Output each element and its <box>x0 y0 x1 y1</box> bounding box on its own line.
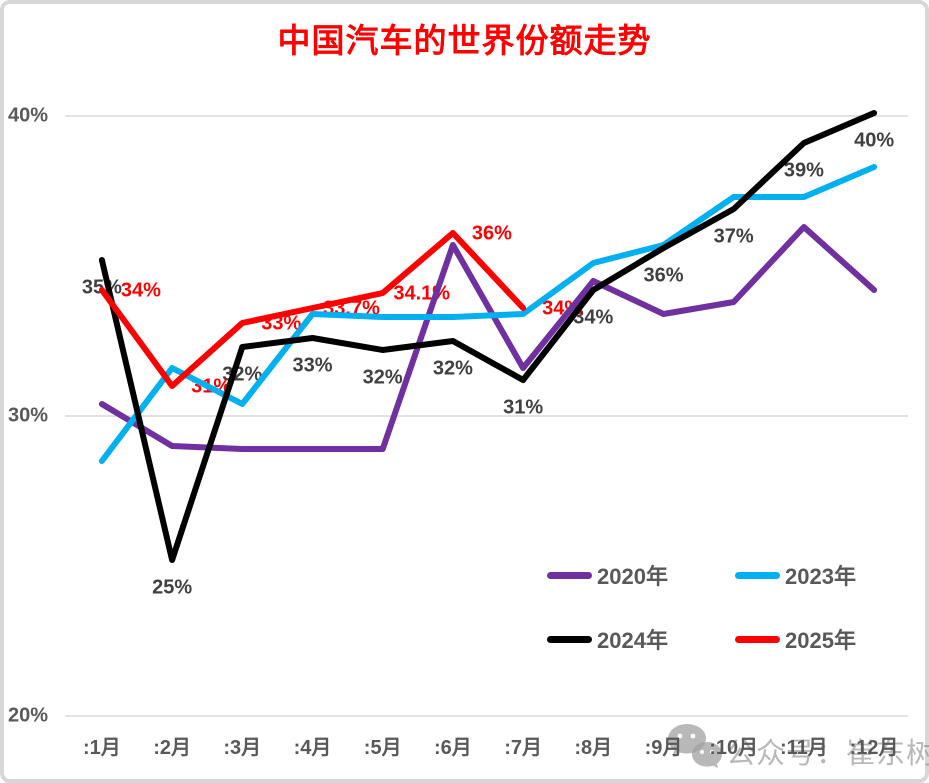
legend-item-2023年: 2023年 <box>735 559 856 591</box>
legend-swatch <box>547 571 592 579</box>
legend-label: 2023年 <box>785 564 856 589</box>
x-axis-label: :11月 <box>779 737 828 759</box>
data-label: 40% <box>854 129 895 152</box>
legend-item-2025年: 2025年 <box>735 623 856 655</box>
data-label: 34% <box>120 279 161 302</box>
x-axis-label: :10月 <box>709 737 759 759</box>
x-axis-label: :5月 <box>363 737 402 759</box>
data-label: 32% <box>432 357 473 380</box>
x-axis-label: :9月 <box>644 737 683 759</box>
y-axis-label: 40% <box>7 104 48 127</box>
x-axis-label: :4月 <box>293 737 332 759</box>
watermark: 公众号：崔东树 <box>666 722 929 776</box>
series-line-2020年 <box>98 224 878 452</box>
x-axis-label: :6月 <box>433 737 472 759</box>
data-label: 25% <box>152 576 193 599</box>
chart-title: 中国汽车的世界份额走势 <box>277 22 652 59</box>
legend-swatch <box>735 635 780 643</box>
series-line-2024年 <box>98 110 878 563</box>
data-label: 37% <box>713 225 754 248</box>
data-label: 33% <box>292 354 333 377</box>
legend-item-2020年: 2020年 <box>547 559 668 591</box>
x-axis-label: :1月 <box>82 737 121 759</box>
data-label: 36% <box>471 222 512 245</box>
watermark-text: 公众号：崔东树 <box>726 738 929 770</box>
x-axis-label: :12月 <box>849 737 899 759</box>
data-label: 36% <box>643 264 684 287</box>
legend-swatch <box>735 571 780 579</box>
legend-label: 2025年 <box>785 628 856 653</box>
data-label: 32% <box>362 366 403 389</box>
legend-swatch <box>547 635 592 643</box>
legend-item-2024年: 2024年 <box>547 623 668 655</box>
x-axis-label: :2月 <box>153 737 191 759</box>
y-axis-label: 20% <box>7 704 48 727</box>
legend-label: 2024年 <box>597 628 668 653</box>
data-label: 31% <box>503 396 544 419</box>
wechat-icon <box>668 724 722 769</box>
x-axis-label: :3月 <box>223 737 262 759</box>
y-axis-label: 30% <box>7 404 48 427</box>
data-label: 39% <box>783 159 824 182</box>
data-label: 34% <box>573 306 614 329</box>
series-line-2025年 <box>98 230 527 389</box>
x-axis-label: :7月 <box>504 737 542 759</box>
x-axis-label: :8月 <box>574 737 613 759</box>
legend-label: 2020年 <box>597 564 668 589</box>
